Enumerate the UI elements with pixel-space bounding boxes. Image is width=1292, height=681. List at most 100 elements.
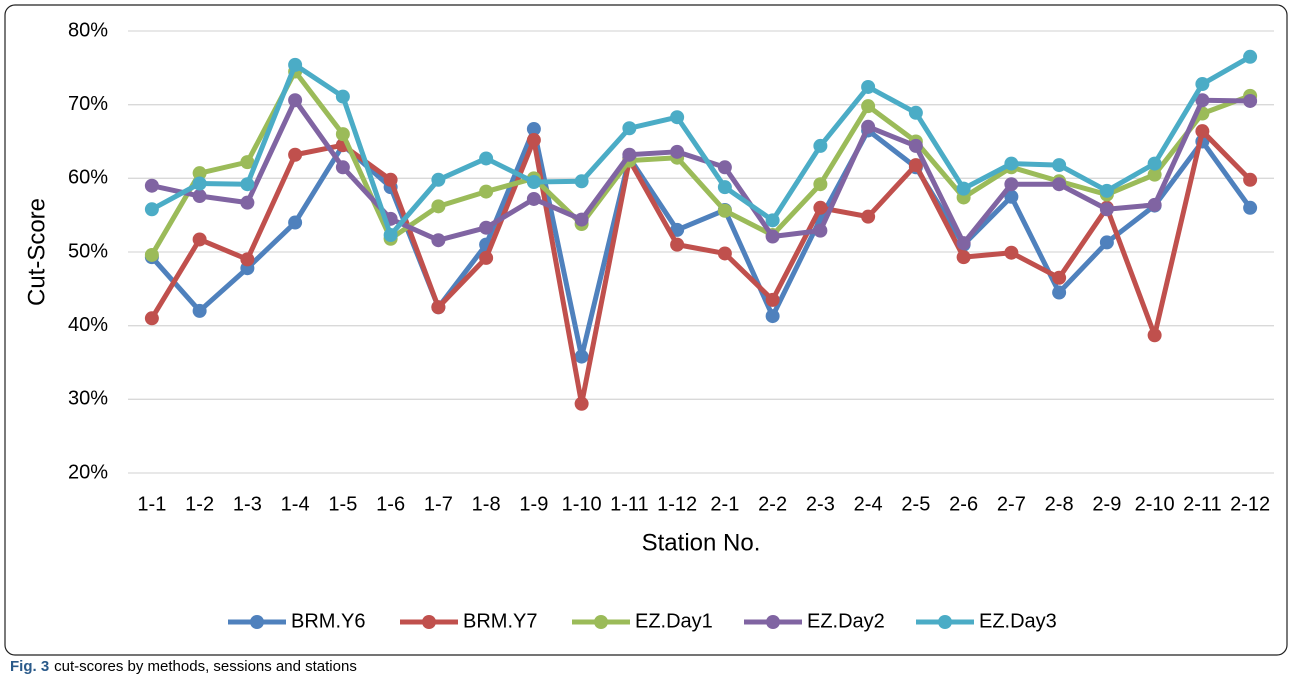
- x-tick-label: 1-11: [610, 493, 649, 515]
- data-point: [335, 89, 350, 104]
- legend-item: EZ.Day2: [744, 610, 885, 632]
- data-point: [192, 232, 207, 247]
- x-tick-label: 2-1: [710, 493, 739, 515]
- data-point: [813, 223, 828, 238]
- data-point: [335, 160, 350, 175]
- data-point: [383, 228, 398, 243]
- legend-marker: [594, 615, 608, 629]
- x-axis-title: Station No.: [642, 529, 761, 556]
- y-tick-label: 50%: [68, 240, 108, 262]
- data-point: [861, 209, 876, 224]
- data-point: [288, 93, 303, 108]
- data-point: [192, 303, 207, 318]
- data-point: [431, 199, 446, 214]
- data-point: [813, 177, 828, 192]
- data-point: [526, 121, 541, 136]
- y-tick-label: 40%: [68, 314, 108, 336]
- data-point: [144, 311, 159, 326]
- series-line: [151, 97, 1251, 246]
- data-point: [526, 133, 541, 148]
- data-point: [574, 212, 589, 227]
- data-point: [956, 250, 971, 265]
- legend-marker: [250, 615, 264, 629]
- x-tick-label: 1-2: [185, 493, 214, 515]
- x-tick-label: 2-2: [758, 493, 787, 515]
- y-tick-label: 70%: [68, 93, 108, 115]
- data-point: [765, 229, 780, 244]
- data-point: [861, 99, 876, 114]
- data-point: [1052, 270, 1067, 285]
- x-tick-label: 1-1: [137, 493, 166, 515]
- x-tick-label: 1-12: [657, 493, 697, 515]
- data-point: [144, 178, 159, 193]
- data-point: [240, 177, 255, 192]
- x-tick-label: 2-11: [1183, 493, 1222, 515]
- x-tick-label: 1-7: [424, 493, 453, 515]
- data-point: [1147, 167, 1162, 182]
- data-point: [1052, 158, 1067, 173]
- data-point: [956, 181, 971, 196]
- y-tick-label: 20%: [68, 461, 108, 483]
- data-point: [240, 252, 255, 267]
- data-point: [861, 119, 876, 134]
- chart-frame: [4, 4, 1288, 656]
- data-point: [1004, 245, 1019, 260]
- legend-label: EZ.Day2: [807, 610, 885, 632]
- legend-label: BRM.Y7: [463, 610, 537, 632]
- x-tick-label: 2-9: [1092, 493, 1121, 515]
- data-point: [192, 166, 207, 181]
- data-point: [908, 138, 923, 153]
- data-point: [479, 184, 494, 199]
- data-point: [479, 220, 494, 235]
- legend-item: EZ.Day3: [916, 610, 1057, 632]
- legend-item: BRM.Y7: [400, 610, 537, 632]
- caption: Fig. 3 cut-scores by methods, sessions an…: [10, 658, 357, 675]
- data-point: [1243, 172, 1258, 187]
- data-point: [144, 202, 159, 217]
- data-point: [192, 189, 207, 204]
- data-point: [813, 138, 828, 153]
- data-point: [765, 213, 780, 228]
- x-tick-label: 1-8: [472, 493, 501, 515]
- data-point: [144, 247, 159, 262]
- data-point: [574, 396, 589, 411]
- data-point: [670, 144, 685, 159]
- legend-item: BRM.Y6: [228, 610, 365, 632]
- x-tick-label: 2-12: [1230, 493, 1270, 515]
- data-point: [1195, 93, 1210, 108]
- data-point: [765, 309, 780, 324]
- x-tick-label: 2-4: [854, 493, 883, 515]
- data-point: [622, 121, 637, 136]
- series-line: [150, 54, 1252, 238]
- x-tick-label: 2-8: [1045, 493, 1074, 515]
- data-point: [717, 203, 732, 218]
- legend-label: EZ.Day3: [979, 610, 1057, 632]
- x-tick-label: 1-5: [328, 493, 357, 515]
- data-point: [431, 300, 446, 315]
- x-tick-label: 2-10: [1135, 493, 1175, 515]
- data-point: [431, 233, 446, 248]
- y-tick-label: 80%: [68, 19, 108, 41]
- data-point: [670, 237, 685, 252]
- data-point: [1147, 328, 1162, 343]
- series-line: [149, 128, 1252, 407]
- data-point: [335, 127, 350, 142]
- data-point: [1052, 177, 1067, 192]
- data-point: [813, 200, 828, 215]
- data-point: [908, 158, 923, 173]
- data-point: [574, 174, 589, 189]
- data-point: [288, 57, 303, 72]
- data-point: [192, 176, 207, 191]
- x-tick-label: 1-3: [233, 493, 262, 515]
- caption-text: cut-scores by methods, sessions and stat…: [54, 658, 357, 675]
- data-point: [1099, 183, 1114, 198]
- legend-marker: [938, 615, 952, 629]
- legend-marker: [422, 615, 436, 629]
- data-point: [288, 215, 303, 230]
- x-tick-label: 2-7: [997, 493, 1026, 515]
- caption-label: Fig. 3: [10, 658, 49, 675]
- series-line: [149, 69, 1251, 257]
- data-point: [240, 195, 255, 210]
